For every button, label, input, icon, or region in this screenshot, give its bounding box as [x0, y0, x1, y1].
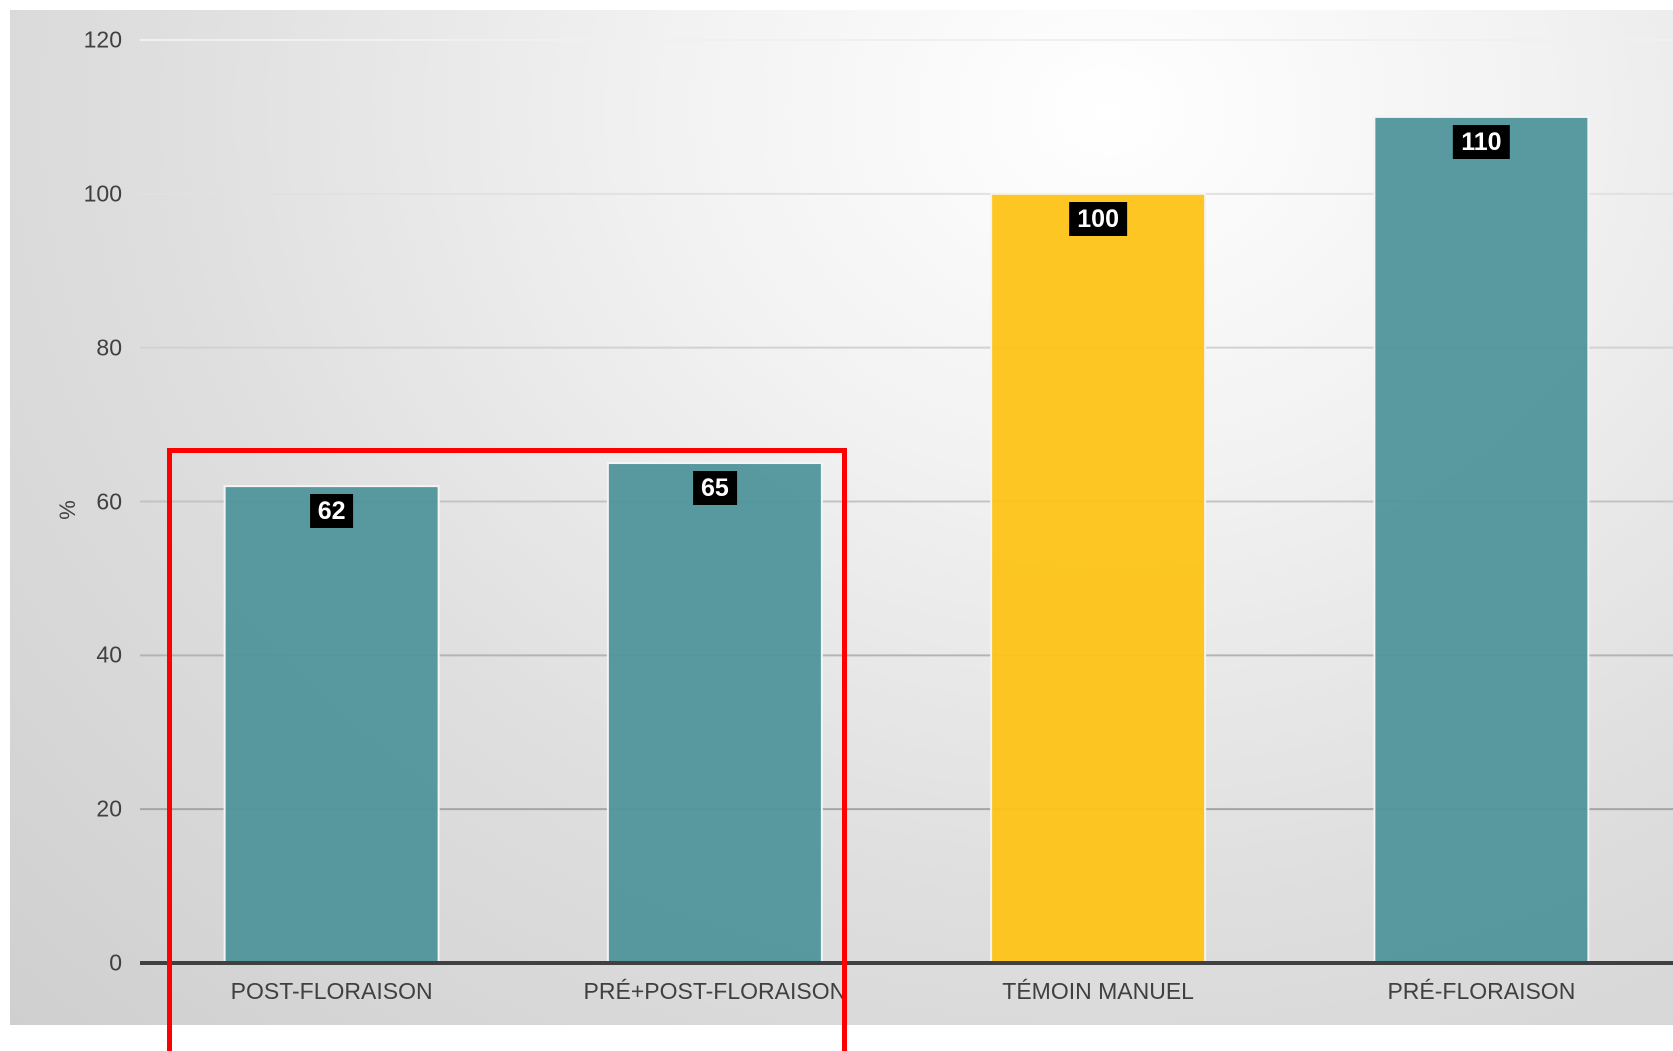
x-tick-label: PRÉ-FLORAISON	[1387, 978, 1576, 1004]
y-tick-label: 60	[96, 488, 122, 514]
data-label: 110	[1453, 124, 1510, 159]
y-tick-label: 100	[83, 180, 122, 207]
y-tick-label: 80	[96, 334, 122, 361]
bars	[223, 115, 1590, 965]
x-tick-label: PRÉ+POST-FLORAISON	[583, 978, 847, 1004]
y-tick-label: 120	[83, 26, 122, 53]
x-tick-label: TÉMOIN MANUEL	[1002, 978, 1194, 1004]
chart-plot	[140, 39, 1673, 965]
chart-panel: 0 20 40 60 80 100 120 POST-FLORAISON PRÉ+POST-F…	[10, 10, 1673, 1025]
data-label: 100	[1069, 201, 1127, 236]
data-label: 62	[309, 494, 354, 529]
bar	[1373, 115, 1590, 964]
bar	[223, 485, 440, 964]
y-tick-label: 40	[96, 641, 122, 668]
y-axis-label: %	[55, 500, 80, 520]
data-label: 65	[692, 471, 737, 506]
x-tick-label: POST-FLORAISON	[230, 978, 433, 1004]
highlight-box	[167, 448, 847, 1051]
y-tick-label: 0	[109, 949, 122, 976]
bar	[990, 192, 1207, 965]
y-tick-label: 20	[96, 795, 122, 822]
